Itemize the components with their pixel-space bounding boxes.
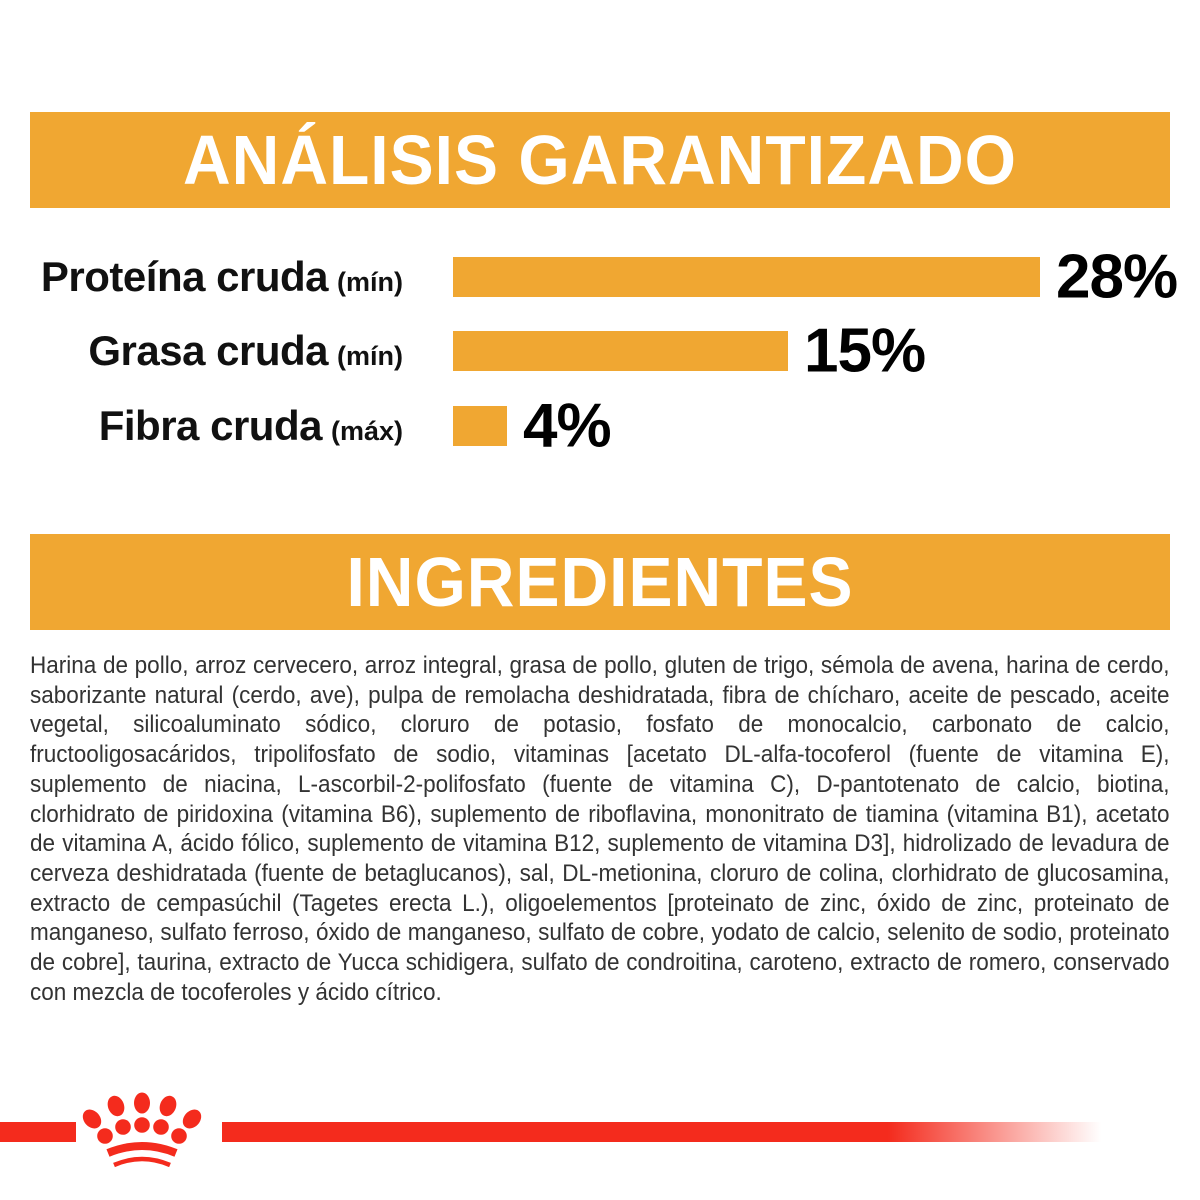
fat-label-text: Grasa cruda	[88, 327, 329, 374]
chart-row-fiber: Fibra cruda (máx) 4%	[30, 392, 1170, 461]
fat-bar	[453, 331, 788, 371]
ingredients-title: INGREDIENTES	[346, 543, 854, 621]
fiber-bar	[453, 406, 507, 446]
crown-jewels-outer	[82, 1092, 202, 1129]
brand-rule-left	[0, 1122, 76, 1142]
fiber-label-text: Fibra cruda	[98, 402, 323, 449]
fat-qualifier: (mín)	[337, 341, 403, 371]
guaranteed-analysis-title: ANÁLISIS GARANTIZADO	[183, 121, 1017, 199]
fiber-value: 4%	[523, 391, 612, 461]
fat-label: Grasa cruda (mín)	[30, 327, 403, 375]
protein-label: Proteína cruda (mín)	[30, 253, 403, 301]
guaranteed-analysis-banner: ANÁLISIS GARANTIZADO	[30, 112, 1170, 208]
chart-row-protein: Proteína cruda (mín) 28%	[30, 243, 1178, 312]
protein-bar	[453, 257, 1040, 297]
protein-label-text: Proteína cruda	[40, 253, 329, 300]
ingredients-text: Harina de pollo, arroz cervecero, arroz …	[30, 652, 1170, 1006]
crown-jewels-inner	[97, 1117, 187, 1144]
fiber-qualifier: (máx)	[330, 416, 403, 446]
crown-base-arcs	[106, 1142, 178, 1168]
chart-row-fat: Grasa cruda (mín) 15%	[30, 317, 1170, 386]
protein-qualifier: (mín)	[337, 267, 403, 297]
protein-value: 28%	[1056, 242, 1178, 312]
brand-rule-right	[222, 1122, 1110, 1142]
royal-canin-crown-logo	[82, 1092, 202, 1168]
fiber-label: Fibra cruda (máx)	[30, 402, 403, 450]
ingredients-banner: INGREDIENTES	[30, 534, 1170, 630]
fat-value: 15%	[804, 316, 926, 386]
